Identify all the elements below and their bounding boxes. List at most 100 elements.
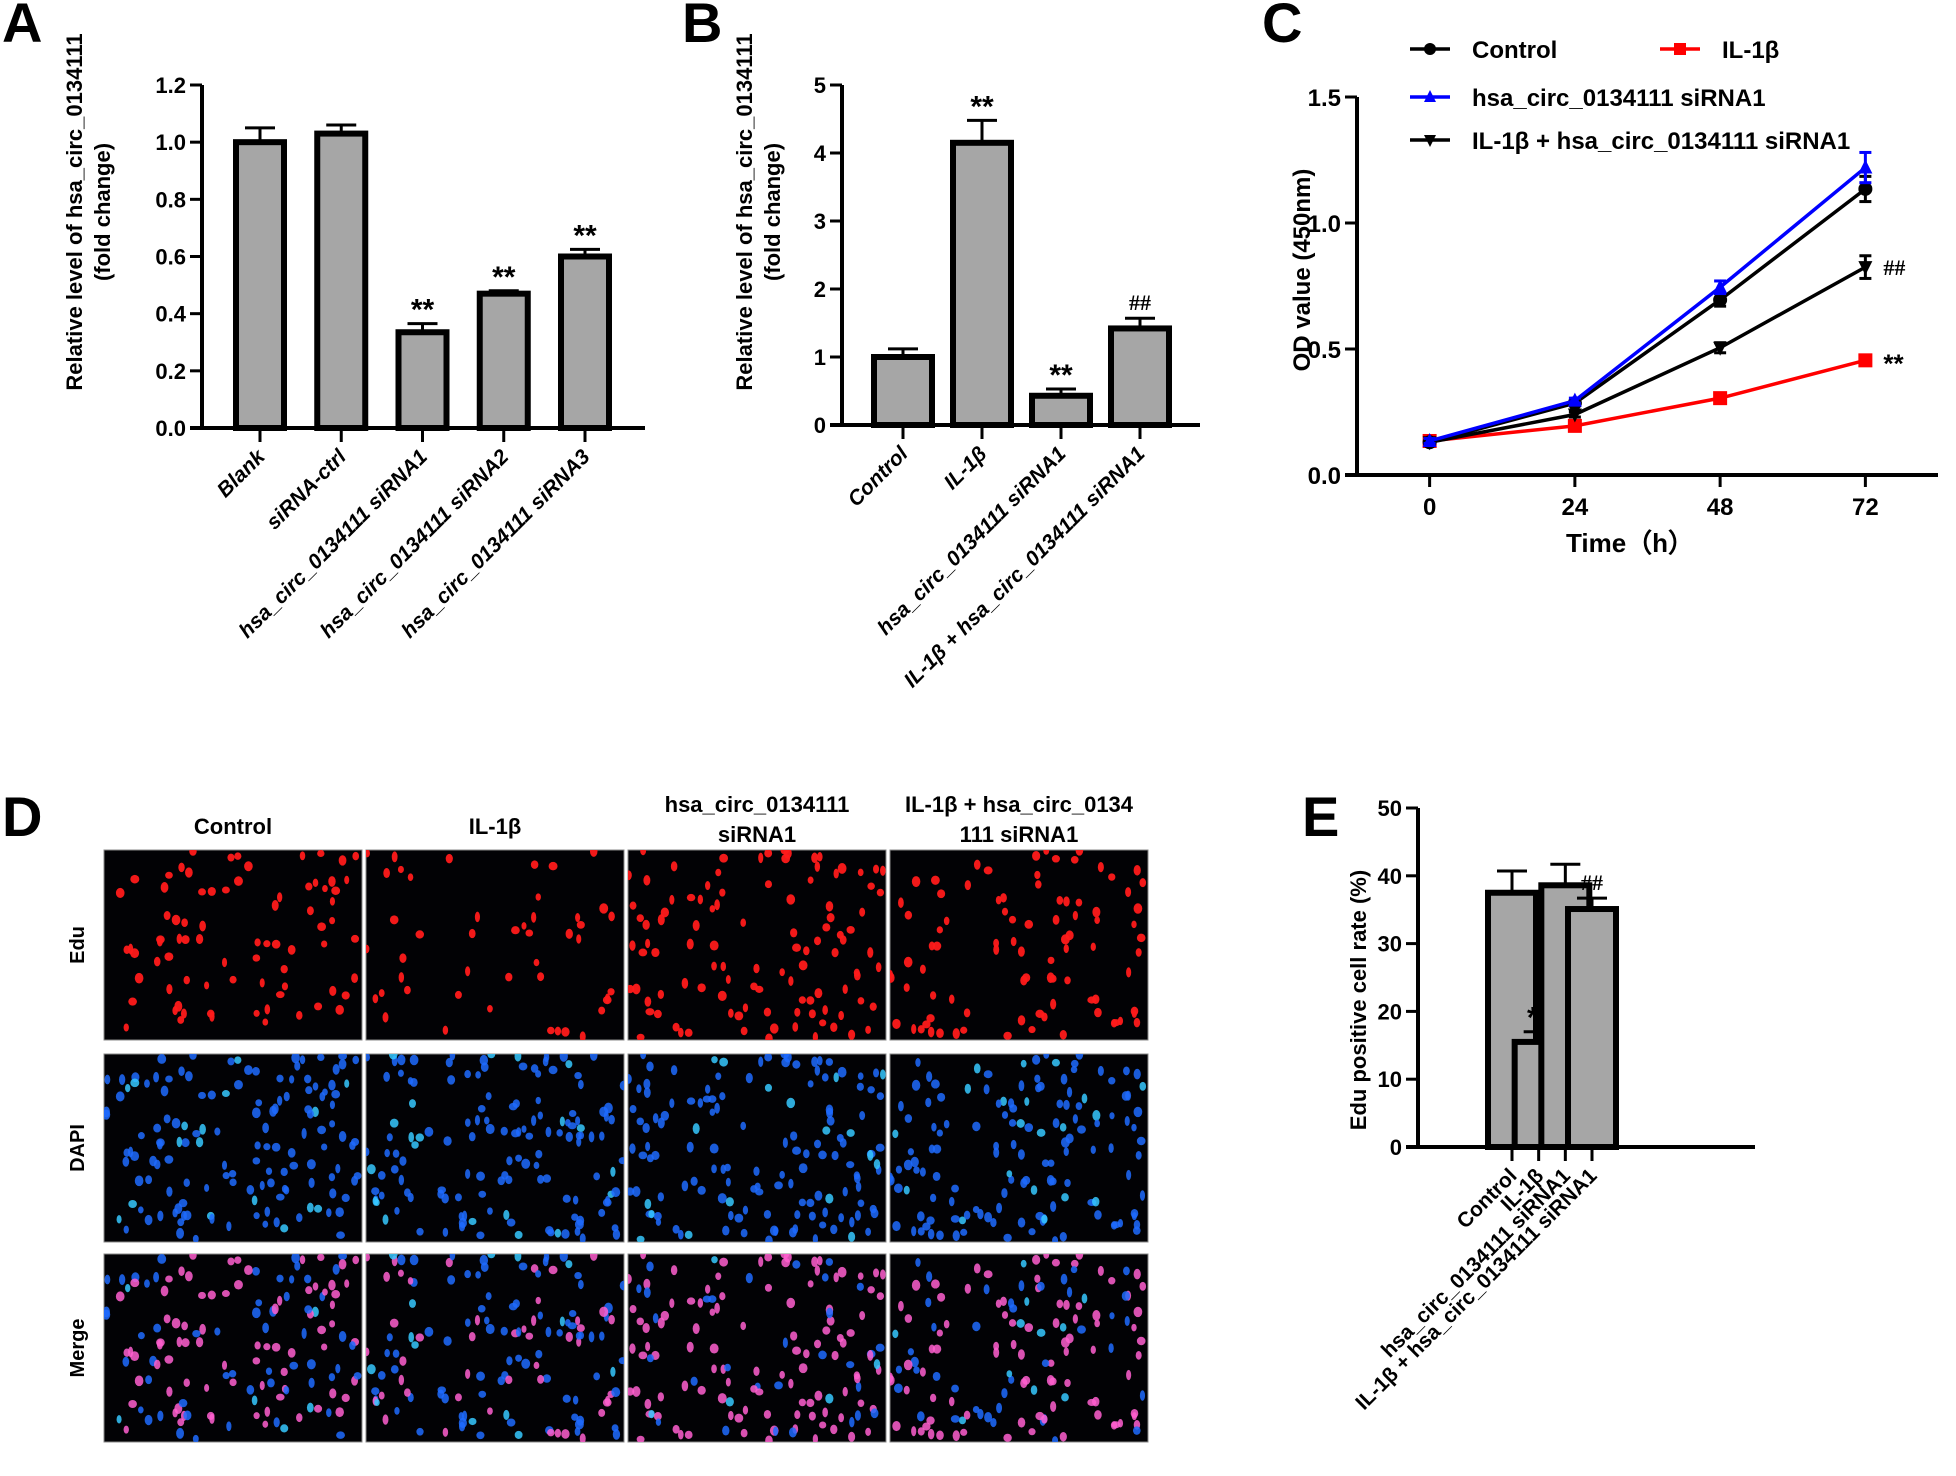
nucleus [1001,907,1009,916]
nucleus [764,850,773,858]
nucleus [763,1007,772,1017]
nucleus [271,900,279,911]
nucleus [1124,1316,1130,1327]
nucleus [1131,1323,1137,1332]
nucleus [296,1213,303,1223]
nucleus [611,1224,619,1232]
nucleus [926,1014,935,1023]
nucleus [972,1321,981,1332]
nucleus [1000,893,1007,903]
nucleus [870,1208,879,1219]
nucleus [825,1393,834,1404]
nucleus [1052,1236,1059,1242]
nucleus [880,1269,886,1280]
nucleus [717,990,727,1002]
nucleus [632,983,641,995]
nucleus [1049,974,1057,983]
nucleus [335,1004,344,1015]
y-tick-label: 4 [814,141,827,166]
bar-group [233,126,287,442]
micrograph-dapi [627,1053,887,1243]
plot-area: 0.0 0.5 1.0 1.5 0 24 48 72 ## ** [1308,85,1938,521]
nucleus [317,850,325,858]
nucleus [936,1230,944,1241]
nucleus [386,1333,393,1342]
nucleus [619,1280,624,1291]
nucleus [943,1119,950,1129]
series-hsa-circ-0134111-sirna1 [1422,150,1873,447]
nucleus [1130,1006,1139,1016]
nucleus [657,1392,665,1402]
marker-triangle-up [1858,159,1873,174]
nucleus [283,1091,290,1102]
nucleus [653,1412,662,1421]
nucleus [276,1274,284,1283]
nucleus [317,1054,325,1061]
nucleus [341,1193,350,1203]
nucleus [1135,948,1142,957]
nucleus [1063,1147,1069,1157]
nucleus [252,954,261,962]
nucleus [973,1263,981,1274]
nucleus [811,1056,818,1068]
nucleus [441,1193,449,1204]
nucleus [227,1057,235,1066]
nucleus [568,1309,577,1318]
nucleus [640,1054,647,1060]
nucleus [561,1429,570,1439]
nucleus [335,1363,341,1374]
y-tick-label: 10 [1378,1067,1402,1092]
nucleus [506,1356,513,1366]
nucleus [1092,1310,1101,1321]
nucleus [545,1326,552,1338]
nuclei [890,850,1147,1040]
nucleus [305,1286,313,1295]
nucleus [160,1285,169,1297]
nucleus [521,1325,527,1333]
nucleus [515,1154,522,1162]
nucleus [306,1202,314,1213]
nucleus [1022,1175,1031,1185]
nucleus [301,1328,307,1340]
nucleus [134,1375,144,1387]
nucleus [996,1202,1003,1214]
micrograph-dapi [103,1053,363,1243]
nucleus [588,1131,595,1143]
nucleus [856,1282,864,1291]
nucleus [643,875,651,886]
nucleus [728,1210,734,1221]
nucleus [185,1271,193,1282]
nucleus [686,938,694,950]
nucleus [917,1025,925,1034]
nucleus [1136,933,1146,943]
nucleus [134,972,144,984]
nucleus [779,1370,785,1379]
x-tick-label: Control [843,441,913,511]
nucleus [653,1212,662,1221]
nucleus [893,1383,903,1394]
nucleus [229,1369,237,1378]
nucleus [898,1300,904,1312]
nucleus [1060,1273,1068,1285]
series-line [1429,187,1867,444]
nucleus [408,1132,415,1143]
nuclei [628,850,886,1040]
nucleus [123,1023,129,1032]
nucleus [704,1084,711,1094]
nucleus [652,1313,659,1324]
nucleus [655,1418,662,1426]
bar-group: ## [1108,290,1172,439]
nucleus [857,868,864,877]
nucleus [505,1175,513,1185]
nucleus [474,911,481,923]
nucleus [646,1261,654,1272]
nucleus [118,1274,126,1286]
nucleus [686,1141,694,1153]
nucleus [443,1336,452,1346]
marker-square [1674,43,1686,55]
nucleus [646,1154,654,1163]
nucleus [335,1407,344,1418]
nucleus [763,1209,772,1219]
nucleus [853,1373,861,1384]
nucleus [1072,1314,1078,1324]
